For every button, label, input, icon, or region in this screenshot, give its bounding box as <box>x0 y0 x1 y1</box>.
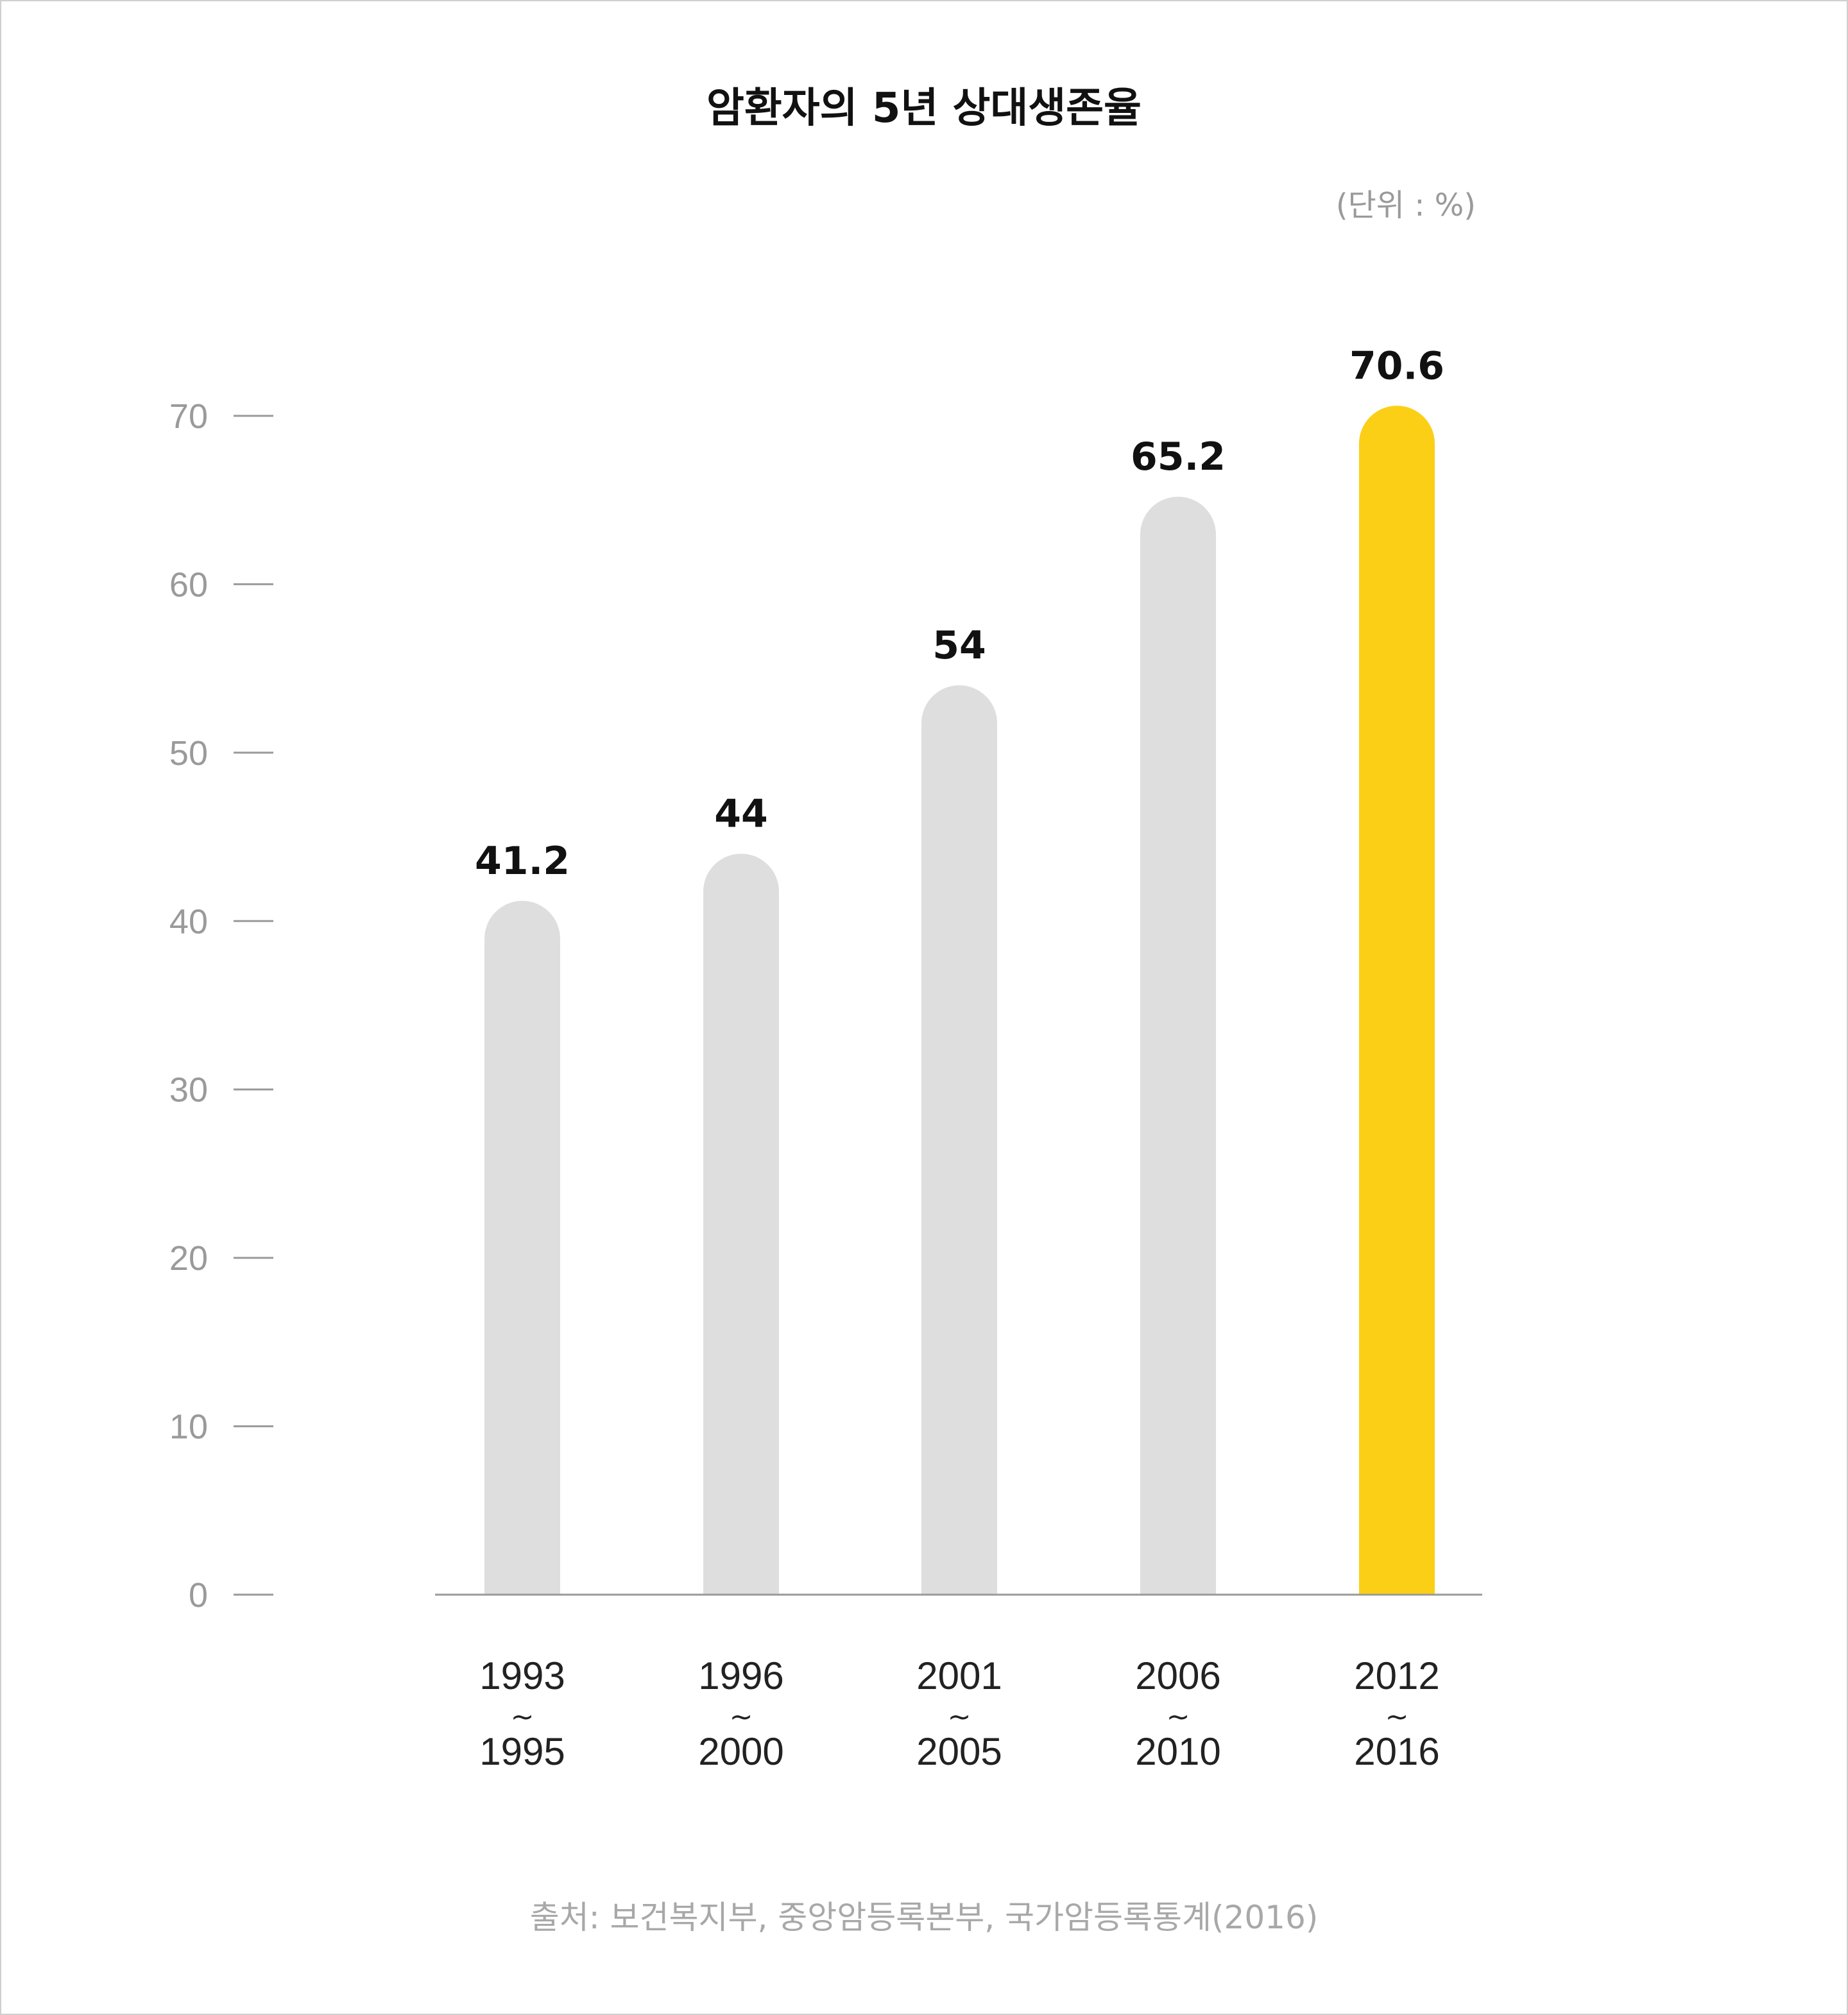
chart-title: 암환자의 5년 상대생존율 <box>706 85 1142 132</box>
y-tick-label: 10 <box>169 1408 208 1446</box>
x-tick-label-start: 2012 <box>1354 1654 1439 1697</box>
value-labels: 41.2 44 54 65.2 70.6 <box>475 343 1444 884</box>
value-label: 54 <box>932 623 986 668</box>
y-tick-label: 0 <box>189 1576 208 1615</box>
x-tick-label: 2006 ~2010 <box>1135 1654 1220 1773</box>
value-label: 70.6 <box>1349 343 1444 388</box>
bar <box>1140 496 1216 1595</box>
y-tick-label: 70 <box>169 397 208 436</box>
value-label: 41.2 <box>475 839 570 884</box>
x-tick-label-start: 1996 <box>698 1654 783 1697</box>
y-tick-label: 50 <box>169 734 208 773</box>
value-label: 65.2 <box>1131 434 1226 479</box>
unit-label: (단위 : %) <box>1336 187 1476 223</box>
bars <box>484 406 1435 1595</box>
y-axis: 0 10 20 30 40 50 60 70 <box>169 397 273 1615</box>
bar-highlighted <box>1359 406 1435 1595</box>
x-tick-label-end: 2016 <box>1354 1730 1439 1773</box>
x-tick-label-separator: ~ <box>511 1701 535 1733</box>
x-tick-label-end: 2010 <box>1135 1730 1220 1773</box>
bar <box>921 685 997 1595</box>
value-label: 44 <box>714 791 768 836</box>
x-tick-label: 1996 ~2000 <box>698 1654 783 1773</box>
y-tick-label: 60 <box>169 565 208 604</box>
x-tick-label-separator: ~ <box>948 1701 971 1733</box>
bar <box>703 853 779 1595</box>
bar <box>484 900 560 1595</box>
x-tick-label-separator: ~ <box>1385 1701 1409 1733</box>
x-tick-label-end: 2000 <box>698 1730 783 1773</box>
x-tick-label-start: 2006 <box>1135 1654 1220 1697</box>
x-tick-label-separator: ~ <box>1167 1701 1190 1733</box>
x-tick-label: 1993 ~1995 <box>479 1654 565 1773</box>
x-tick-label-end: 1995 <box>479 1730 565 1773</box>
y-tick-label: 30 <box>169 1071 208 1110</box>
source-note: 출처: 보건복지부, 중앙암등록본부, 국가암등록통계(2016) <box>530 1899 1319 1936</box>
x-tick-label-start: 2001 <box>916 1654 1002 1697</box>
x-tick-label-end: 2005 <box>916 1730 1002 1773</box>
x-axis: 1993 ~1995 1996 ~2000 2001 ~2005 2006 ~2010 2012… <box>479 1654 1439 1773</box>
y-tick-label: 20 <box>169 1239 208 1278</box>
x-tick-label-start: 1993 <box>479 1654 565 1697</box>
x-tick-label: 2012 ~2016 <box>1354 1654 1439 1773</box>
y-tick-label: 40 <box>169 902 208 941</box>
x-tick-label: 2001 ~2005 <box>916 1654 1002 1773</box>
x-tick-label-separator: ~ <box>730 1701 753 1733</box>
